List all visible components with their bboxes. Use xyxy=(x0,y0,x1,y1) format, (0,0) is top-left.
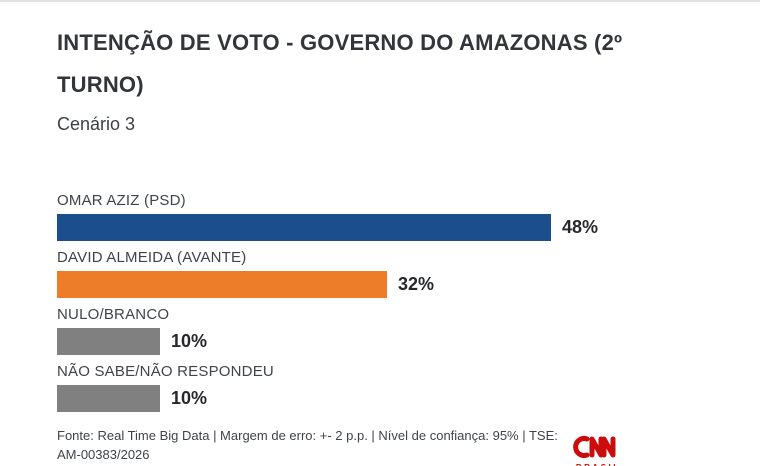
cnn-brasil-logo: BRASIL xyxy=(572,432,622,466)
source-note: Fonte: Real Time Big Data | Margem de er… xyxy=(57,428,558,462)
bar-value-label: 32% xyxy=(398,274,435,294)
top-border xyxy=(0,0,760,2)
bar xyxy=(57,271,387,298)
bar-row: OMAR AZIZ (PSD) 48% xyxy=(57,192,720,241)
bar-value-label: 48% xyxy=(562,217,599,237)
bar-category-label: OMAR AZIZ (PSD) xyxy=(57,192,186,209)
cnn-logo-icon xyxy=(573,436,616,458)
bar-track: 10% xyxy=(57,328,720,355)
bar-row: NULO/BRANCO 10% xyxy=(57,306,720,355)
bar-category-label: DAVID ALMEIDA (AVANTE) xyxy=(57,249,247,266)
bar-chart: OMAR AZIZ (PSD) 48% DAVID ALMEIDA (AVANTE)… xyxy=(57,192,720,412)
bar-value-label: 10% xyxy=(171,388,208,408)
bar-track: 10% xyxy=(57,385,720,412)
bar xyxy=(57,385,160,412)
bar-track: 32% xyxy=(57,271,720,298)
bar xyxy=(57,328,160,355)
bar-track: 48% xyxy=(57,214,720,241)
bar-row: DAVID ALMEIDA (AVANTE) 32% xyxy=(57,249,720,298)
footer: Fonte: Real Time Big Data | Margem de er… xyxy=(57,426,720,466)
cnn-brasil-label: BRASIL xyxy=(572,463,622,466)
bar xyxy=(57,214,551,241)
bar-value-label: 10% xyxy=(171,331,208,351)
page-title: INTENÇÃO DE VOTO - GOVERNO DO AMAZONAS (… xyxy=(57,30,623,97)
bar-row: NÃO SABE/NÃO RESPONDEU 10% xyxy=(57,363,720,412)
bar-category-label: NÃO SABE/NÃO RESPONDEU xyxy=(57,363,274,380)
scenario-subtitle: Cenário 3 xyxy=(57,114,136,134)
bar-category-label: NULO/BRANCO xyxy=(57,306,170,323)
